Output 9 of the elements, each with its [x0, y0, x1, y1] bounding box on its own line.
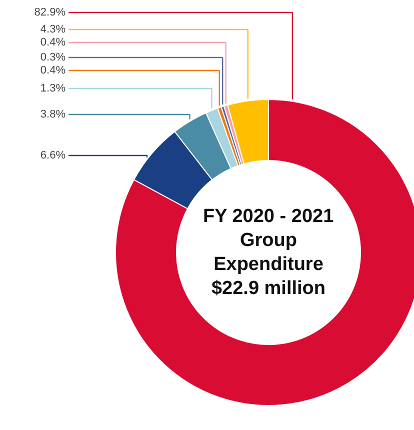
data-label: 6.6% — [40, 150, 66, 162]
data-label: 1.3% — [40, 82, 66, 94]
data-label: 0.4% — [40, 36, 66, 48]
data-label: 3.8% — [40, 108, 66, 120]
data-label: 0.3% — [40, 52, 66, 64]
data-label: 4.3% — [40, 24, 66, 36]
text: FY 2020 - 2021 Group Expenditure $22.9 million — [203, 206, 334, 300]
data-label: 82.9% — [34, 6, 66, 18]
data-label: 0.4% — [40, 64, 66, 76]
